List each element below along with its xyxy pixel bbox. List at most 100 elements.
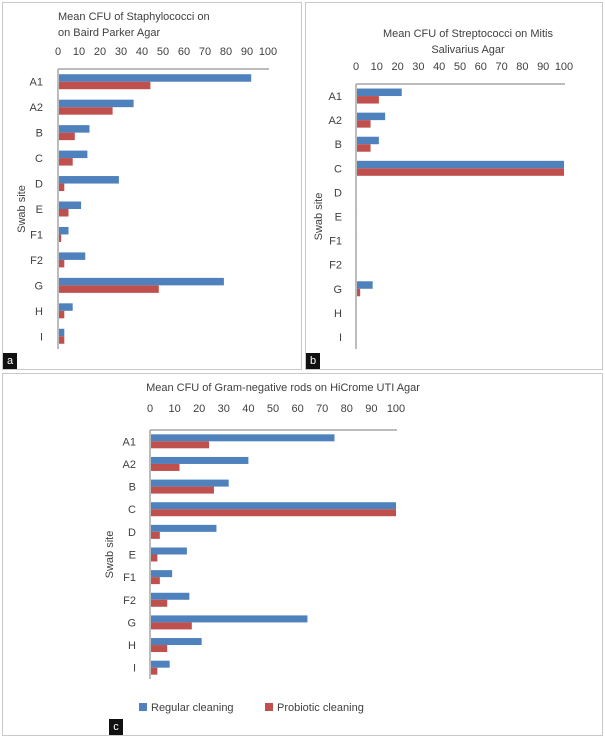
bar-regular-cleaning [151,502,396,510]
bar-probiotic-cleaning [59,259,65,268]
x-tick-label: 70 [495,61,507,73]
bar-regular-cleaning [151,479,229,487]
bar-regular-cleaning [59,226,69,235]
bar-regular-cleaning [357,136,379,145]
category-label: B [335,139,342,151]
chart-title-line: Mean CFU of Gram-negative rods on HiCrom… [146,382,420,394]
x-tick-label: 0 [353,61,359,73]
x-tick-label: 40 [136,46,148,58]
bar-regular-cleaning [151,638,202,646]
bar-probiotic-cleaning [357,96,379,104]
bar-probiotic-cleaning [59,183,65,192]
x-tick-label: 90 [537,61,549,73]
bar-regular-cleaning [151,592,190,600]
category-label: B [129,482,136,494]
x-tick-label: 20 [193,403,205,415]
bar-regular-cleaning [151,660,170,668]
category-label: G [34,280,43,292]
chart-title-line: Salivarius Agar [431,44,505,56]
panel-label-a: a [3,353,17,369]
bar-regular-cleaning [357,112,386,121]
legend-label-probiotic: Probiotic cleaning [277,702,364,714]
panel-label-b: b [306,353,320,369]
legend-swatch-regular [139,703,147,711]
legend-label-regular: Regular cleaning [151,702,234,714]
bar-probiotic-cleaning [59,158,73,166]
chart-title-line: Mean CFU of Staphylococci on [58,11,210,23]
bar-regular-cleaning [59,328,65,337]
bar-regular-cleaning [357,160,564,169]
category-label: C [35,153,43,165]
bar-probiotic-cleaning [59,310,65,319]
category-label: I [339,332,342,344]
x-tick-label: 60 [291,403,303,415]
category-label: C [334,163,342,175]
x-tick-label: 100 [259,46,277,58]
category-label: C [128,504,136,516]
x-tick-label: 40 [242,403,254,415]
category-label: A2 [329,115,342,127]
legend-swatch-probiotic [265,703,273,711]
category-label: H [35,306,43,318]
category-label: F2 [30,255,43,267]
x-tick-label: 0 [147,403,153,415]
y-axis-label: Swab site [313,193,325,241]
x-tick-label: 100 [555,61,573,73]
x-tick-label: 40 [433,61,445,73]
category-label: F2 [123,595,136,607]
bar-probiotic-cleaning [357,144,371,152]
x-tick-label: 30 [412,61,424,73]
bar-probiotic-cleaning [151,463,180,471]
x-tick-label: 50 [157,46,169,58]
x-tick-label: 10 [371,61,383,73]
bar-regular-cleaning [59,150,88,159]
bar-regular-cleaning [151,547,187,555]
bar-probiotic-cleaning [151,622,192,630]
x-tick-label: 10 [168,403,180,415]
chart-a-svg: Mean CFU of Staphylococci on on Baird Par… [16,11,277,349]
x-tick-label: 80 [516,61,528,73]
bar-probiotic-cleaning [59,336,65,344]
bar-probiotic-cleaning [151,577,160,585]
category-label: A1 [30,77,43,89]
bar-regular-cleaning [151,434,335,442]
bar-probiotic-cleaning [151,645,168,653]
category-label: F1 [30,229,43,241]
x-tick-label: 70 [199,46,211,58]
bar-probiotic-cleaning [151,554,158,562]
panel-label-c: c [109,719,123,735]
x-tick-label: 80 [341,403,353,415]
category-label: I [133,663,136,675]
bar-probiotic-cleaning [151,531,160,539]
chart-b-svg: Mean CFU of Streptococci on Mitis Salivar… [313,28,573,349]
bar-probiotic-cleaning [151,667,158,675]
bar-probiotic-cleaning [59,107,113,115]
y-axis-label: Swab site [16,185,28,233]
bar-probiotic-cleaning [151,486,214,494]
bar-regular-cleaning [357,88,402,97]
bar-regular-cleaning [151,570,173,578]
chart-c-svg: Mean CFU of Gram-negative rods on HiCrom… [104,382,420,714]
category-label: D [334,187,342,199]
bar-probiotic-cleaning [59,132,75,141]
bar-regular-cleaning [59,277,224,286]
category-label: E [36,204,43,216]
category-label: H [334,308,342,320]
bar-regular-cleaning [59,74,252,82]
x-tick-label: 90 [365,403,377,415]
x-tick-label: 70 [316,403,328,415]
bar-regular-cleaning [357,281,373,289]
category-label: F1 [123,572,136,584]
category-label: A2 [123,459,136,471]
x-tick-label: 90 [241,46,253,58]
bar-probiotic-cleaning [357,120,371,128]
y-axis-label: Swab site [104,531,116,579]
bar-probiotic-cleaning [151,441,210,449]
chart-panel-b: Mean CFU of Streptococci on Mitis Salivar… [305,2,603,370]
category-label: A1 [329,91,342,103]
chart-title-line: Mean CFU of Streptococci on Mitis [383,28,553,40]
bar-probiotic-cleaning [59,234,62,242]
x-tick-label: 50 [267,403,279,415]
bar-regular-cleaning [59,252,86,260]
category-label: D [128,527,136,539]
